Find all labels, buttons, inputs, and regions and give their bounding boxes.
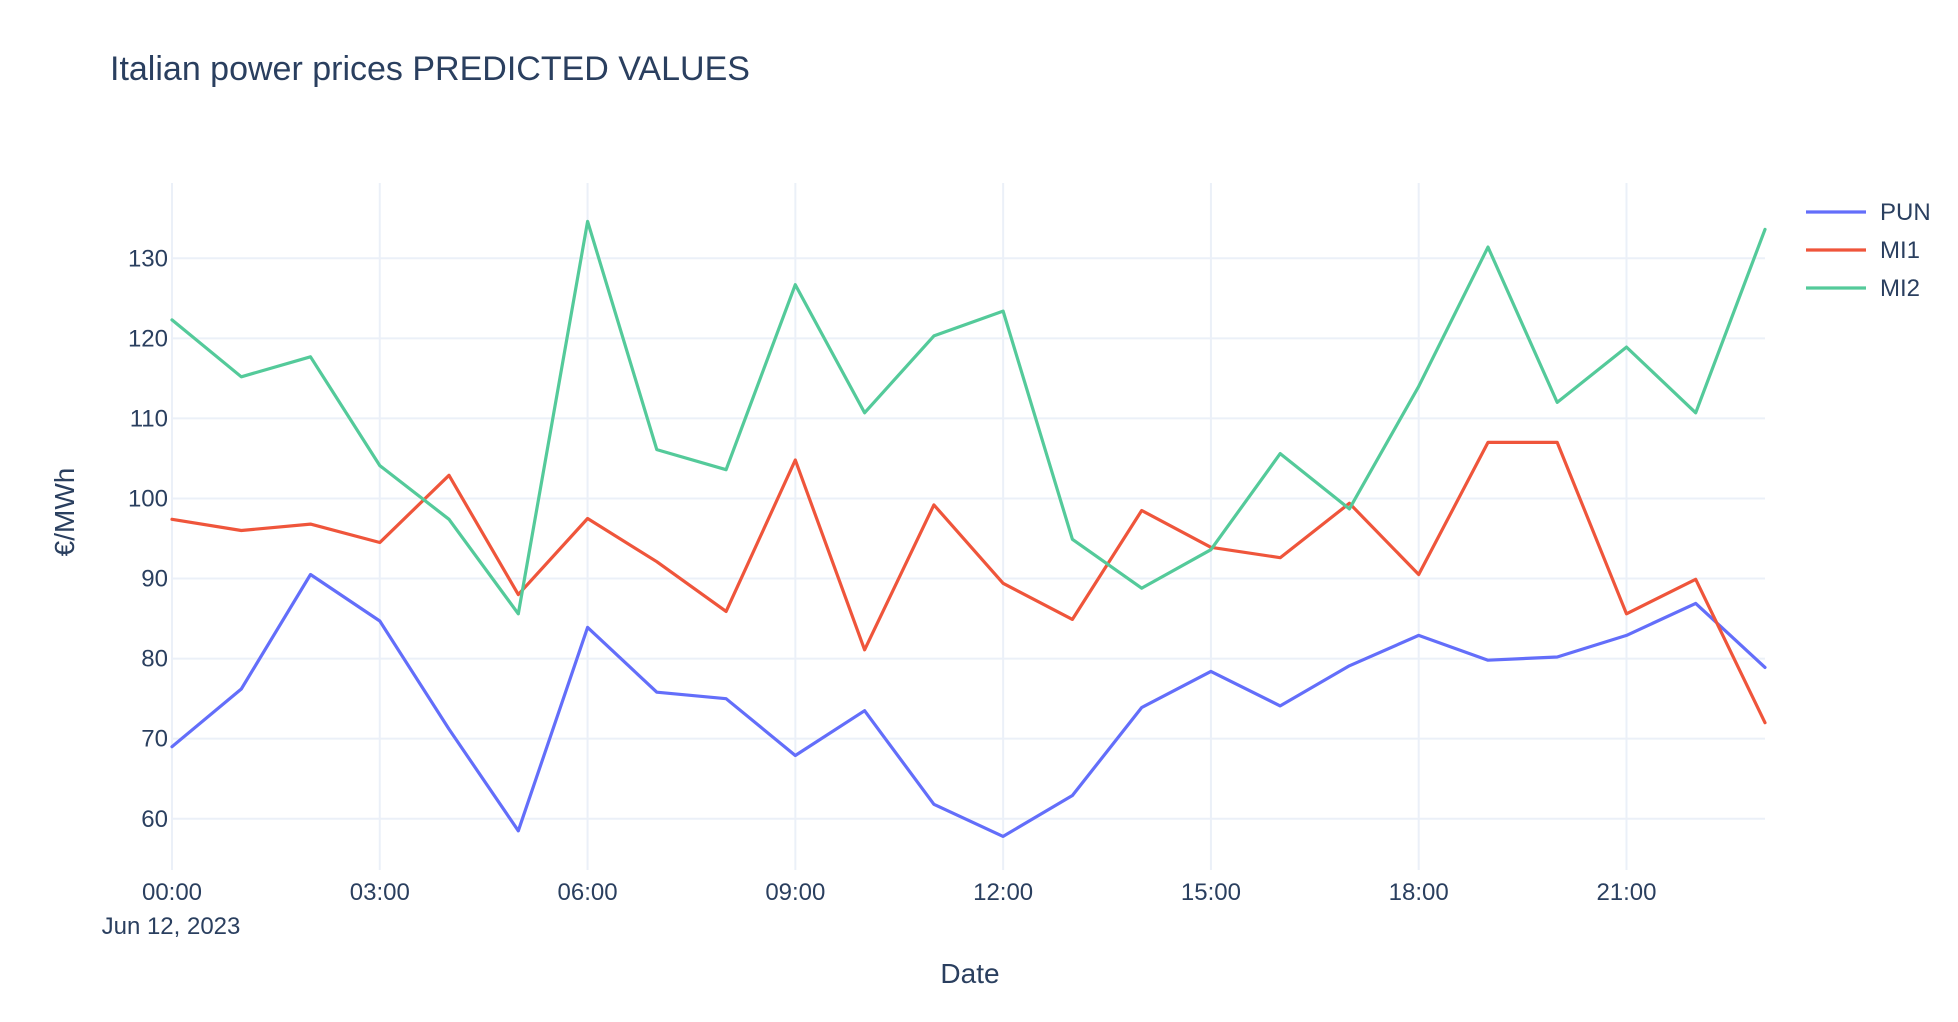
x-tick-label: 03:00 bbox=[350, 879, 410, 906]
y-tick-label: 60 bbox=[141, 806, 168, 833]
x-gridlines bbox=[171, 183, 1628, 870]
x-tick-label: 06:00 bbox=[558, 879, 618, 906]
series-line-mi1 bbox=[170, 440, 1767, 725]
y-tick-label: 70 bbox=[141, 726, 168, 753]
legend-item-mi2[interactable]: MI2 bbox=[1806, 275, 1920, 302]
chart-title: Italian power prices PREDICTED VALUES bbox=[110, 50, 750, 88]
x-date-label: Jun 12, 2023 bbox=[102, 913, 241, 940]
x-tick-label: 15:00 bbox=[1181, 879, 1241, 906]
y-tick-labels: 60 70 80 90 100 110 120 130 bbox=[128, 245, 168, 832]
x-tick-labels: 00:00 03:00 06:00 09:00 12:00 15:00 18:00 21:00 bbox=[142, 879, 1657, 906]
legend-label: MI2 bbox=[1880, 275, 1920, 302]
x-tick-label: 18:00 bbox=[1389, 879, 1449, 906]
y-tick-label: 110 bbox=[130, 405, 168, 432]
y-tick-label: 100 bbox=[128, 485, 168, 512]
legend[interactable]: PUN MI1 MI2 bbox=[1806, 199, 1931, 302]
legend-item-mi1[interactable]: MI1 bbox=[1806, 237, 1920, 264]
x-tick-label: 09:00 bbox=[765, 879, 825, 906]
y-tick-label: 120 bbox=[128, 325, 168, 352]
x-tick-label: 21:00 bbox=[1596, 879, 1656, 906]
y-axis-title: €/MWh bbox=[49, 468, 80, 557]
legend-label: MI1 bbox=[1880, 237, 1920, 264]
legend-item-pun[interactable]: PUN bbox=[1806, 199, 1931, 226]
x-axis-title: Date bbox=[940, 958, 999, 989]
series-lines bbox=[170, 219, 1767, 839]
y-tick-label: 130 bbox=[128, 245, 168, 272]
y-tick-label: 90 bbox=[141, 566, 168, 593]
series-line-mi2 bbox=[170, 219, 1767, 616]
x-tick-label: 00:00 bbox=[142, 879, 202, 906]
legend-label: PUN bbox=[1880, 199, 1931, 226]
series-line-pun bbox=[170, 572, 1767, 839]
y-tick-label: 80 bbox=[141, 646, 168, 673]
x-tick-label: 12:00 bbox=[973, 879, 1033, 906]
y-gridlines bbox=[172, 257, 1765, 820]
